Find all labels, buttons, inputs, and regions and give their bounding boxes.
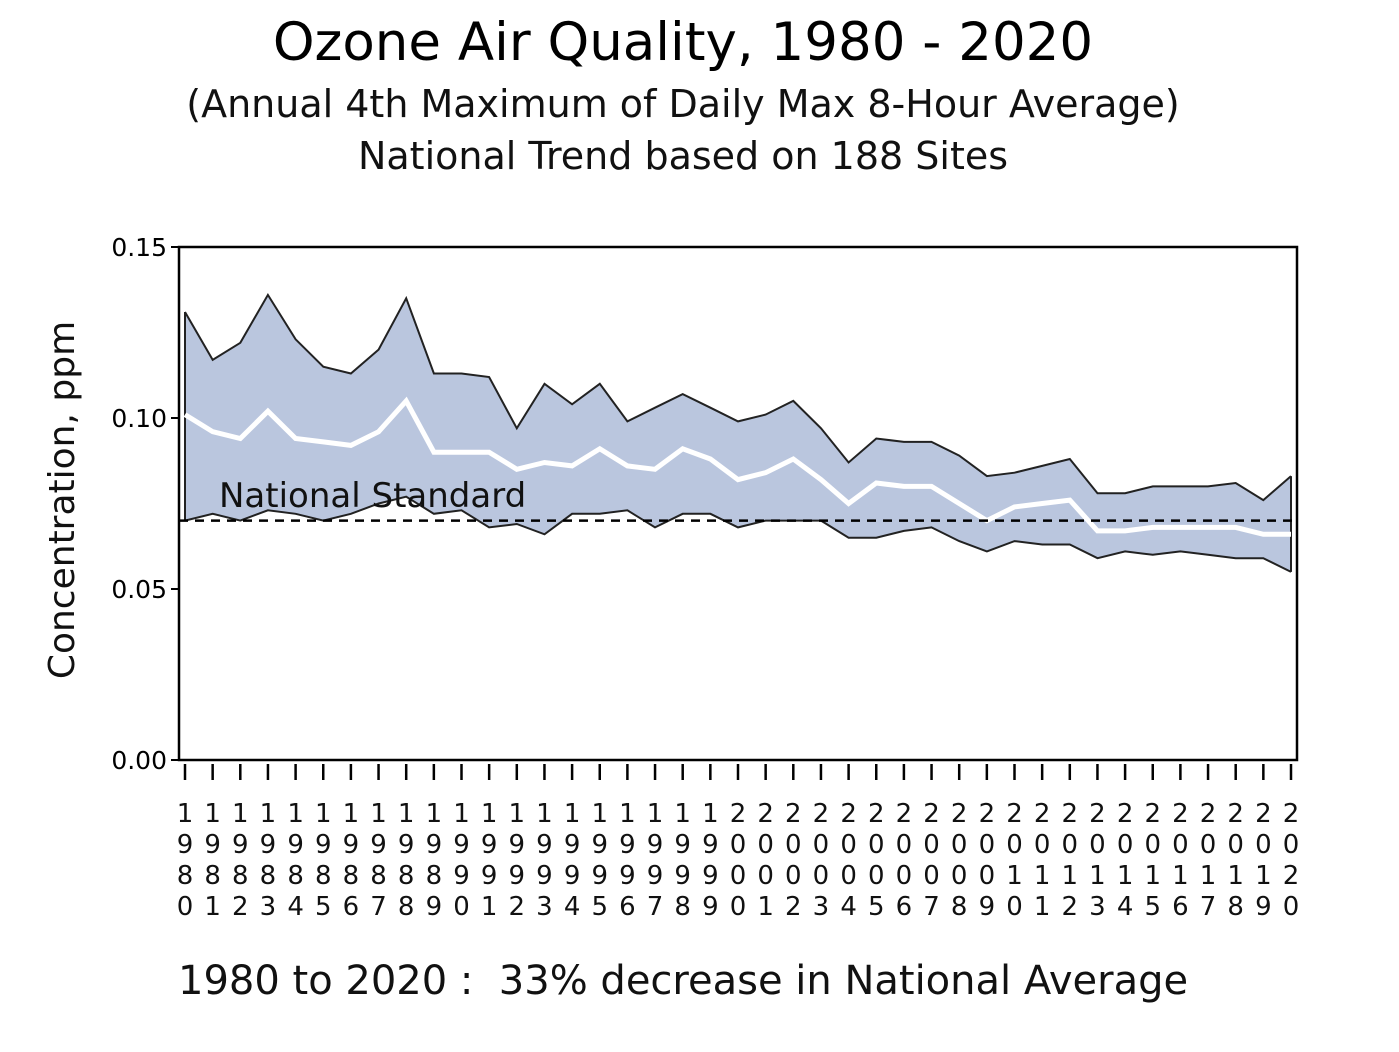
lower-bound-line bbox=[184, 495, 1292, 573]
range-band bbox=[185, 294, 1291, 572]
national-standard-label: National Standard bbox=[219, 476, 526, 516]
chart-footnote: 1980 to 2020 : 33% decrease in National … bbox=[178, 958, 1189, 1004]
chart-subtitle: (Annual 4th Maximum of Daily Max 8-Hour … bbox=[186, 82, 1180, 126]
y-tick-label: 0.10 bbox=[111, 404, 167, 433]
upper-bound-line bbox=[184, 292, 1292, 502]
plot-frame bbox=[177, 245, 1299, 762]
y-tick-label: 0.00 bbox=[111, 746, 167, 775]
chart-title: Ozone Air Quality, 1980 - 2020 bbox=[272, 12, 1094, 73]
national-average-line bbox=[183, 396, 1291, 537]
y-axis-label: Concentration, ppm bbox=[42, 321, 83, 679]
y-tick-label: 0.05 bbox=[111, 575, 167, 604]
y-tick-label: 0.15 bbox=[111, 233, 167, 262]
chart-subtitle-sites: National Trend based on 188 Sites bbox=[357, 134, 1009, 178]
